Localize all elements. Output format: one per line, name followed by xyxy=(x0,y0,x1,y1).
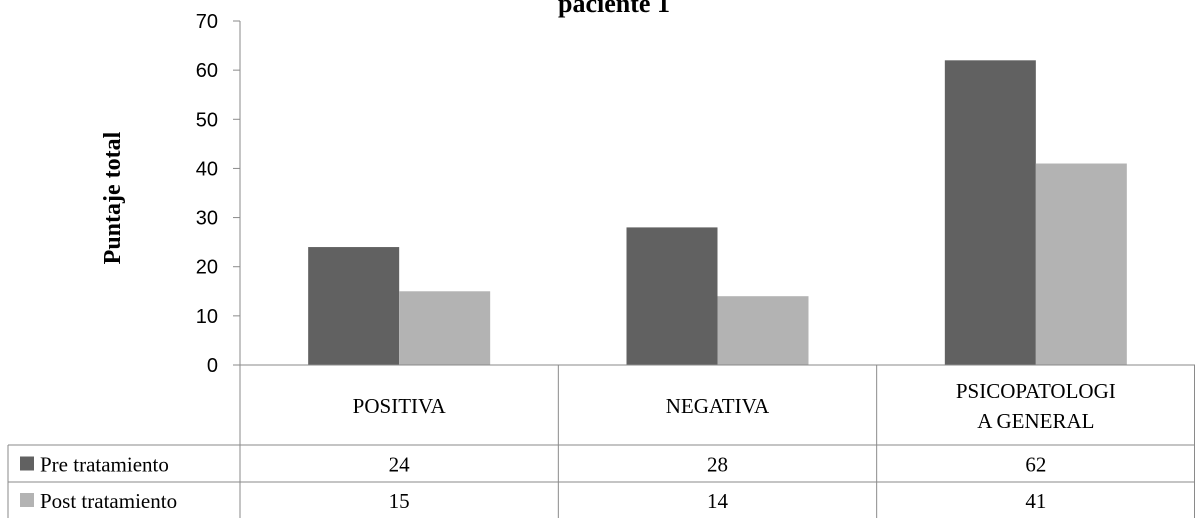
legend-swatch xyxy=(20,456,34,471)
category-label: PSICOPATOLOGI xyxy=(956,379,1116,403)
y-axis-label: Puntaje total xyxy=(100,131,126,264)
table-value: 41 xyxy=(1025,489,1046,513)
bar-pre-2 xyxy=(626,227,718,365)
category-label: POSITIVA xyxy=(353,394,447,418)
table-value: 62 xyxy=(1025,453,1046,477)
bar-pre-3 xyxy=(944,60,1036,366)
bar-post-2 xyxy=(717,296,809,365)
table-value: 28 xyxy=(707,453,728,477)
y-tick-label: 10 xyxy=(196,306,218,328)
category-label: A GENERAL xyxy=(977,409,1094,433)
y-tick-label: 50 xyxy=(196,109,218,131)
y-axis-ticks: 0 10 20 30 40 50 60 70 xyxy=(196,11,241,377)
y-tick-label: 40 xyxy=(196,158,218,180)
y-tick-label: 0 xyxy=(207,355,218,377)
legend-label: Pre tratamiento xyxy=(40,453,169,477)
bars xyxy=(308,60,1127,366)
y-tick-label: 70 xyxy=(196,11,218,33)
legend-swatch xyxy=(20,493,34,507)
chart-title: paciente 1 xyxy=(558,0,670,18)
y-tick-label: 60 xyxy=(196,60,218,82)
category-label: NEGATIVA xyxy=(666,394,770,418)
data-table: POSITIVA NEGATIVA PSICOPATOLOGI A GENERAL Pr… xyxy=(7,364,1195,518)
table-value: 14 xyxy=(707,489,729,513)
y-tick-label: 30 xyxy=(196,208,218,230)
bar-post-3 xyxy=(1035,163,1127,365)
bar-pre-1 xyxy=(308,247,400,365)
table-value: 15 xyxy=(389,489,410,513)
bar-post-1 xyxy=(399,291,491,365)
table-value: 24 xyxy=(389,453,411,477)
legend-label: Post tratamiento xyxy=(40,489,177,513)
y-tick-label: 20 xyxy=(196,257,218,279)
